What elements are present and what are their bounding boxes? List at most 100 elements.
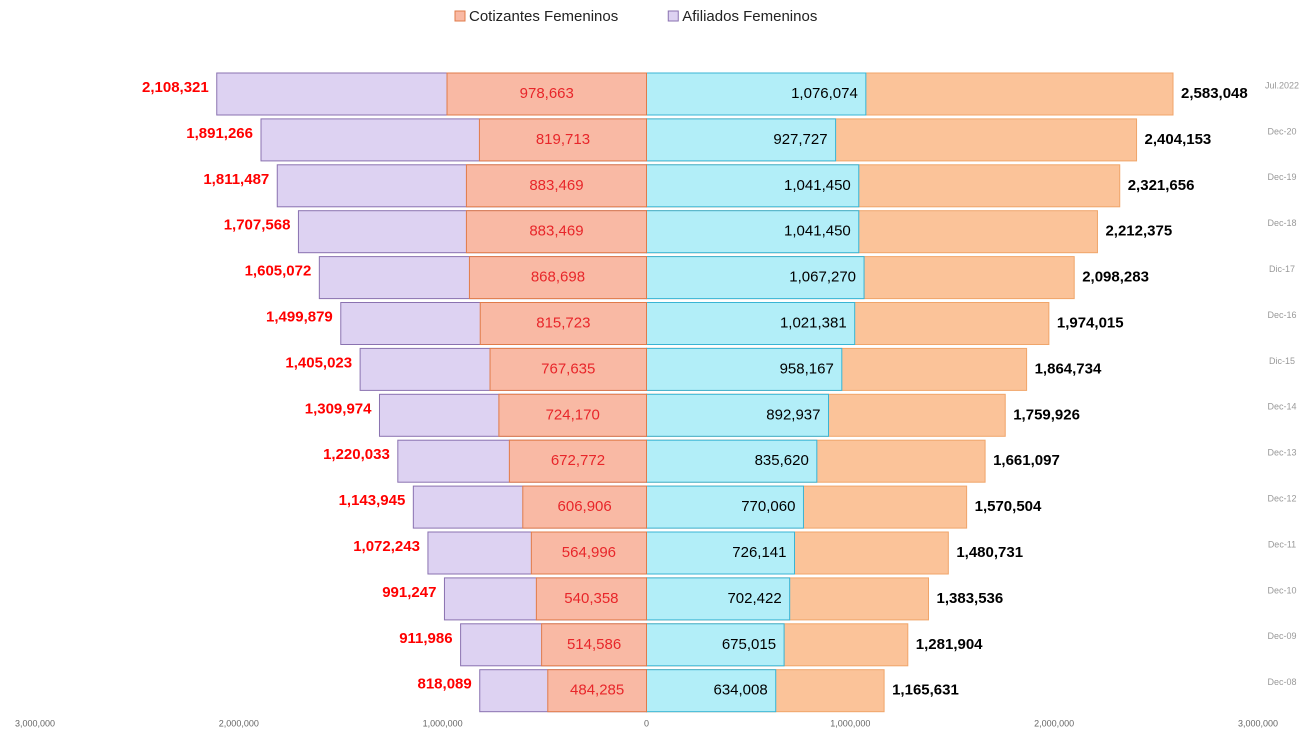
bar: [498, 393, 647, 437]
bar: [646, 393, 830, 437]
value-label: 927,727: [773, 131, 827, 148]
bar: [508, 439, 647, 483]
category-label: Dec-16: [1267, 310, 1296, 320]
x-tick-label: 0: [644, 718, 649, 728]
category-label: Dec-10: [1267, 585, 1296, 595]
value-label: 1,605,072: [245, 263, 312, 280]
category-label: Dic-15: [1269, 356, 1295, 366]
value-label: 883,469: [529, 177, 583, 194]
value-label: 835,620: [755, 452, 809, 469]
value-label: 675,015: [722, 636, 776, 653]
value-label: 1,281,904: [916, 636, 983, 653]
value-label: 672,772: [551, 452, 605, 469]
value-label: 1,974,015: [1057, 314, 1124, 331]
category-label: Dec-11: [1268, 539, 1296, 549]
value-label: 2,098,283: [1082, 269, 1149, 286]
bar: [646, 439, 818, 483]
value-label: 1,067,270: [789, 269, 856, 286]
bar: [465, 210, 647, 254]
value-label: 2,212,375: [1105, 223, 1172, 240]
x-tick-label: 3,000,000: [15, 718, 55, 728]
value-label: 726,141: [732, 544, 786, 561]
bar: [446, 72, 648, 116]
value-label: 2,404,153: [1145, 131, 1212, 148]
value-label: 1,570,504: [975, 498, 1042, 515]
value-label: 2,583,048: [1181, 85, 1248, 102]
x-tick-label: 1,000,000: [830, 718, 870, 728]
value-label: 770,060: [741, 498, 795, 515]
value-label: 1,661,097: [993, 452, 1060, 469]
legend-swatch: [667, 10, 679, 22]
bar: [646, 72, 867, 116]
category-label: Dec-12: [1267, 493, 1296, 503]
bar: [646, 577, 791, 621]
value-label: 606,906: [558, 498, 612, 515]
value-label: 1,499,879: [266, 308, 333, 325]
value-label: 1,891,266: [186, 125, 253, 142]
bar: [522, 485, 647, 529]
value-label: 484,285: [570, 682, 624, 699]
value-label: 1,143,945: [339, 492, 406, 509]
bar: [468, 256, 647, 300]
category-label: Dec-08: [1267, 677, 1296, 687]
value-label: 819,713: [536, 131, 590, 148]
category-label: Dec-13: [1267, 448, 1296, 458]
value-label: 2,321,656: [1128, 177, 1195, 194]
value-label: 702,422: [727, 590, 781, 607]
value-label: 514,586: [567, 636, 621, 653]
x-tick-label: 2,000,000: [1034, 718, 1074, 728]
value-label: 1,076,074: [791, 85, 858, 102]
category-label: Dec-19: [1267, 172, 1296, 182]
bar: [478, 118, 647, 162]
value-label: 1,041,450: [784, 223, 851, 240]
bar: [646, 531, 796, 575]
value-label: 1,021,381: [780, 314, 847, 331]
category-label: Jul.2022: [1265, 80, 1299, 90]
value-label: 1,707,568: [224, 217, 291, 234]
value-label: 892,937: [766, 406, 820, 423]
legend-swatch: [454, 10, 466, 22]
bar: [646, 623, 785, 667]
value-label: 1,405,023: [285, 354, 352, 371]
value-label: 1,811,487: [203, 171, 269, 188]
x-tick-label: 3,000,000: [1238, 718, 1278, 728]
value-label: 634,008: [713, 682, 767, 699]
bar: [530, 531, 647, 575]
bar: [479, 302, 647, 345]
value-label: 767,635: [541, 360, 595, 377]
value-label: 540,358: [564, 590, 618, 607]
value-label: 883,469: [529, 223, 583, 240]
value-label: 1,041,450: [784, 177, 851, 194]
value-label: 1,072,243: [353, 538, 420, 555]
category-label: Dec-18: [1267, 218, 1296, 228]
category-label: Dec-09: [1267, 631, 1296, 641]
legend-label: Afiliados Femeninos: [682, 8, 817, 25]
value-label: 911,986: [399, 630, 452, 647]
value-label: 2,108,321: [142, 79, 209, 96]
bar: [541, 623, 648, 667]
value-label: 815,723: [536, 314, 590, 331]
bar: [646, 302, 856, 345]
value-label: 724,170: [546, 406, 600, 423]
value-label: 1,759,926: [1013, 406, 1080, 423]
bar: [489, 347, 647, 391]
value-label: 1,480,731: [956, 544, 1023, 561]
x-tick-label: 1,000,000: [423, 718, 463, 728]
value-label: 1,309,974: [305, 400, 372, 417]
value-label: 818,089: [418, 676, 472, 693]
category-label: Dec-20: [1267, 126, 1296, 136]
bar: [646, 669, 777, 713]
category-label: Dic-17: [1269, 264, 1295, 274]
value-label: 991,247: [382, 584, 436, 601]
value-label: 958,167: [780, 360, 834, 377]
value-label: 868,698: [531, 269, 585, 286]
category-label: Dec-14: [1267, 402, 1296, 412]
value-label: 978,663: [520, 85, 574, 102]
x-tick-label: 2,000,000: [219, 718, 259, 728]
bar: [535, 577, 648, 621]
value-label: 1,864,734: [1035, 360, 1102, 377]
value-label: 1,165,631: [892, 682, 959, 699]
bar: [646, 347, 843, 391]
value-label: 1,383,536: [937, 590, 1004, 607]
